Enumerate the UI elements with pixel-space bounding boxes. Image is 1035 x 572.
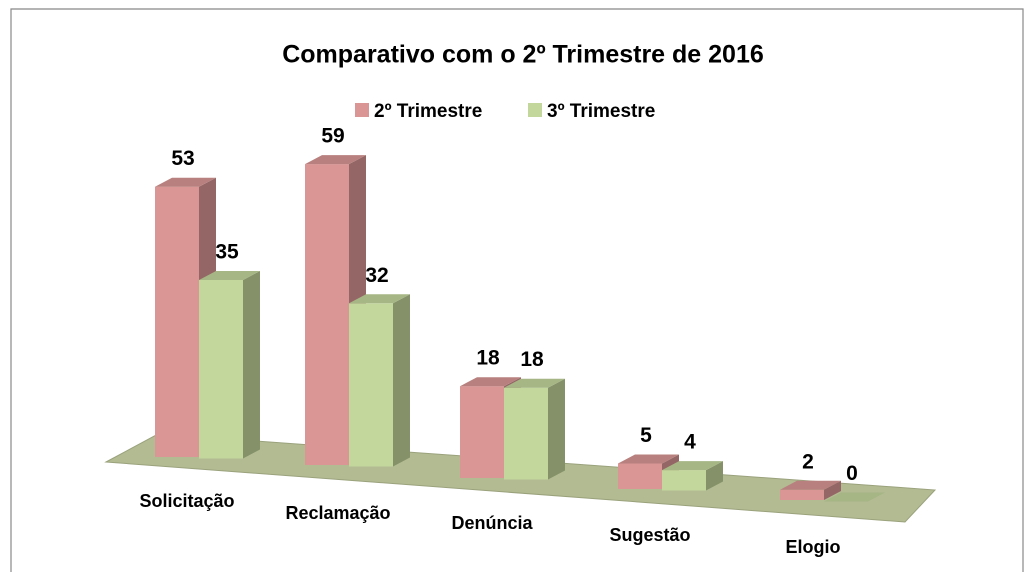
bar xyxy=(349,303,393,467)
legend-swatch xyxy=(355,103,369,117)
bar-top xyxy=(349,294,410,304)
bar-top xyxy=(662,461,723,471)
x-tick-label: Solicitação xyxy=(139,491,234,511)
data-label: 2 xyxy=(802,450,814,473)
bar xyxy=(155,186,199,457)
bar-top xyxy=(824,492,885,502)
data-label: 35 xyxy=(215,241,239,264)
bar xyxy=(662,470,706,491)
bar-side xyxy=(243,271,260,459)
bar xyxy=(618,463,662,489)
bar xyxy=(504,387,548,480)
chart-border xyxy=(10,8,1024,572)
bar-top xyxy=(155,177,216,187)
bar-side xyxy=(548,378,565,480)
bar-top xyxy=(199,271,260,280)
bar-top xyxy=(305,155,366,165)
data-label: 53 xyxy=(171,147,194,170)
legend-label: 3º Trimestre xyxy=(547,101,655,122)
chart-title: Comparativo com o 2º Trimestre de 2016 xyxy=(282,41,764,69)
data-label: 18 xyxy=(520,348,544,371)
data-label: 59 xyxy=(321,125,344,148)
data-label: 32 xyxy=(365,264,388,287)
data-label: 4 xyxy=(684,431,696,454)
data-label: 18 xyxy=(476,347,500,370)
bar xyxy=(780,489,824,500)
legend-swatch xyxy=(528,103,542,117)
bar-top xyxy=(780,480,841,490)
bar-top xyxy=(460,377,521,387)
legend-label: 2º Trimestre xyxy=(374,101,482,122)
data-label: 0 xyxy=(846,462,858,485)
bar xyxy=(199,280,243,459)
bar-side xyxy=(393,294,410,467)
bar-side xyxy=(706,461,723,491)
x-tick-label: Denúncia xyxy=(451,513,533,533)
bar-top xyxy=(618,454,679,464)
data-label: 5 xyxy=(640,424,652,447)
bar-side xyxy=(824,480,841,500)
bar-top xyxy=(504,378,565,388)
bar xyxy=(460,386,504,478)
x-tick-label: Elogio xyxy=(786,537,841,557)
bar xyxy=(305,164,349,465)
x-tick-label: Sugestão xyxy=(609,525,690,545)
x-tick-label: Reclamação xyxy=(285,503,390,523)
